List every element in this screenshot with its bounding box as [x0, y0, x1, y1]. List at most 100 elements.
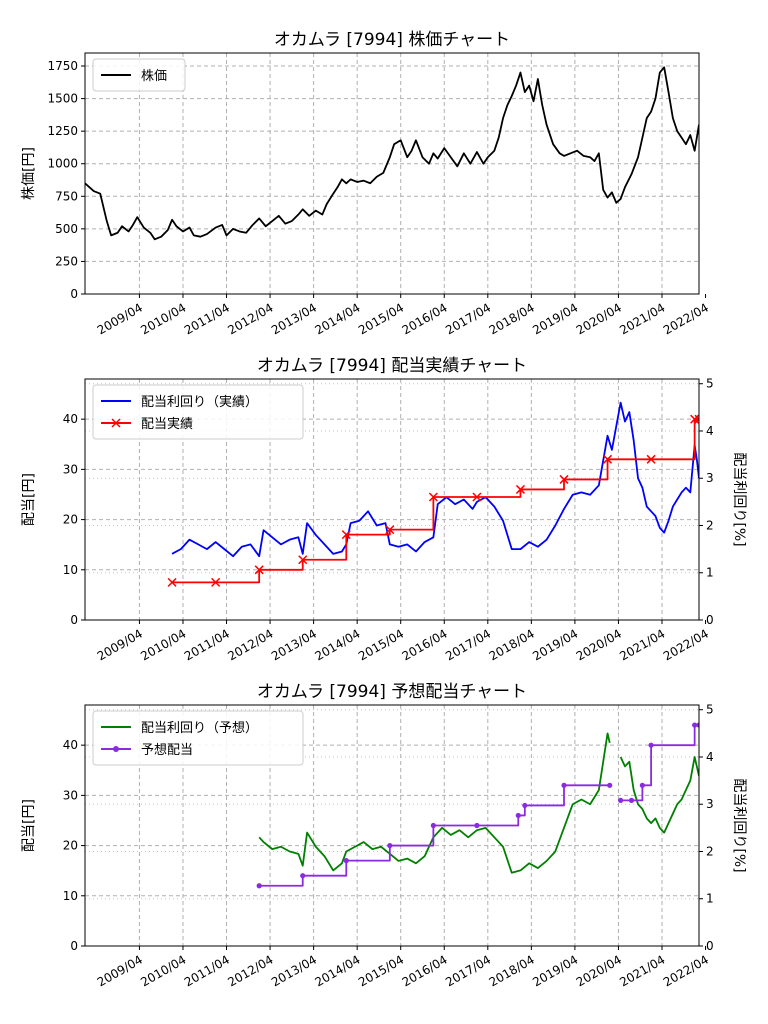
x-tick-label: 2013/04	[269, 300, 319, 337]
x-tick-label: 2020/04	[574, 952, 624, 989]
data-point-marker	[474, 822, 480, 829]
series-line-1	[619, 756, 699, 834]
data-point-marker	[256, 883, 262, 889]
y2-tick-label: 1	[706, 892, 714, 906]
series-line-1	[258, 732, 611, 874]
data-point-marker	[515, 812, 521, 819]
y-tick-label: 40	[63, 738, 78, 752]
y-tick-label: 30	[63, 462, 78, 476]
x-tick-label: 2012/04	[225, 952, 275, 989]
y-tick-label: 20	[63, 513, 78, 527]
x-tick-label: 2014/04	[312, 300, 362, 337]
x-tick-label: 2010/04	[138, 952, 188, 989]
x-tick-label: 2017/04	[443, 626, 493, 663]
data-point-marker	[694, 414, 699, 424]
data-point-marker	[515, 484, 525, 494]
x-tick-label: 2020/04	[574, 626, 624, 663]
x-tick-label: 2009/04	[95, 626, 145, 663]
x-tick-label: 2022/04	[661, 952, 711, 989]
x-tick-label: 2021/04	[617, 300, 667, 337]
y2-tick-label: 5	[706, 703, 714, 717]
chart-title: オカムラ [7994] 配当実績チャート	[257, 356, 527, 376]
x-tick-label: 2015/04	[356, 300, 406, 337]
chart-panel-3: オカムラ [7994] 予想配当チャート 0 10 20 30 40 0 1 2 3 4 5 配当利回り…	[21, 682, 747, 990]
x-tick-label: 2019/04	[530, 952, 580, 989]
y2-tick-label: 1	[706, 566, 714, 580]
data-point-marker	[561, 782, 567, 788]
plot-frame	[84, 378, 700, 621]
series-line-1	[85, 66, 699, 241]
x-tick-label: 2013/04	[269, 626, 319, 663]
data-point-marker	[648, 742, 654, 748]
y2-tick-label: 3	[706, 471, 714, 485]
legend-label: 予想配当	[141, 742, 193, 758]
y2-tick-label: 3	[706, 797, 714, 811]
x-tick-label: 2022/04	[661, 300, 711, 337]
y2-tick-label: 5	[706, 377, 714, 391]
data-point-marker	[559, 474, 569, 484]
data-point-marker	[522, 802, 528, 809]
plot-area	[85, 66, 699, 241]
plot-area	[256, 722, 699, 889]
x-tick-label: 2013/04	[269, 952, 319, 989]
y2-tick-label: 2	[706, 844, 714, 858]
legend-label: 株価	[141, 69, 167, 84]
y2-tick-label: 2	[706, 518, 714, 532]
x-tick-label: 2016/04	[400, 952, 450, 989]
y2-axis-label: 配当利回り[%]	[731, 778, 747, 872]
y-tick-label: 500	[55, 222, 78, 236]
data-point-marker	[618, 797, 624, 803]
data-point-marker	[696, 722, 699, 728]
chart-panel-1: オカムラ [7994] 株価チャート 0 250 500 750 1000 1250 1500…	[21, 30, 711, 338]
data-point-marker	[387, 842, 393, 849]
x-tick-label: 2015/04	[356, 626, 406, 663]
x-tick-label: 2010/04	[138, 300, 188, 337]
x-tick-label: 2011/04	[182, 952, 232, 989]
y-tick-label: 1500	[47, 92, 78, 106]
data-point-marker	[211, 577, 221, 587]
y2-tick-label: 0	[706, 939, 714, 953]
data-point-marker	[385, 525, 395, 535]
y-tick-label: 40	[63, 412, 78, 426]
x-tick-label: 2019/04	[530, 300, 580, 337]
x-tick-label: 2012/04	[225, 300, 275, 337]
x-tick-label: 2009/04	[95, 952, 145, 989]
data-point-marker	[607, 782, 613, 788]
x-tick-label: 2018/04	[487, 626, 537, 663]
y2-tick-label: 4	[706, 424, 714, 438]
x-tick-label: 2018/04	[487, 952, 537, 989]
plot-area	[167, 401, 699, 587]
legend-box	[92, 710, 304, 766]
x-tick-label: 2011/04	[182, 300, 232, 337]
plot-frame	[84, 52, 700, 295]
x-tick-label: 2010/04	[138, 626, 188, 663]
data-point-marker	[646, 454, 656, 464]
series-line-1	[171, 401, 699, 558]
data-point-marker	[603, 454, 613, 464]
y-tick-label: 0	[70, 939, 78, 953]
legend-label: 配当利回り（実績）	[141, 394, 258, 410]
x-tick-label: 2015/04	[356, 952, 406, 989]
legend: 株価	[92, 58, 186, 92]
y-tick-label: 10	[63, 889, 78, 903]
data-point-marker	[430, 822, 436, 829]
legend-label: 配当実績	[141, 416, 193, 432]
y-tick-label: 0	[70, 613, 78, 627]
x-tick-label: 2016/04	[400, 300, 450, 337]
y2-tick-label: 0	[706, 613, 714, 627]
x-tick-label: 2017/04	[443, 300, 493, 337]
y-tick-label: 0	[70, 287, 78, 301]
chart-title: オカムラ [7994] 予想配当チャート	[257, 682, 527, 702]
y-tick-label: 1750	[47, 59, 78, 73]
data-point-marker	[298, 555, 308, 565]
data-point-marker	[428, 492, 438, 502]
data-point-marker	[167, 577, 177, 587]
x-tick-label: 2021/04	[617, 952, 667, 989]
x-tick-label: 2016/04	[400, 626, 450, 663]
data-point-marker	[254, 565, 264, 575]
legend-marker	[113, 746, 119, 752]
x-tick-label: 2014/04	[312, 626, 362, 663]
x-tick-label: 2020/04	[574, 300, 624, 337]
y2-tick-label: 4	[706, 750, 714, 764]
series-line-2	[172, 418, 699, 584]
